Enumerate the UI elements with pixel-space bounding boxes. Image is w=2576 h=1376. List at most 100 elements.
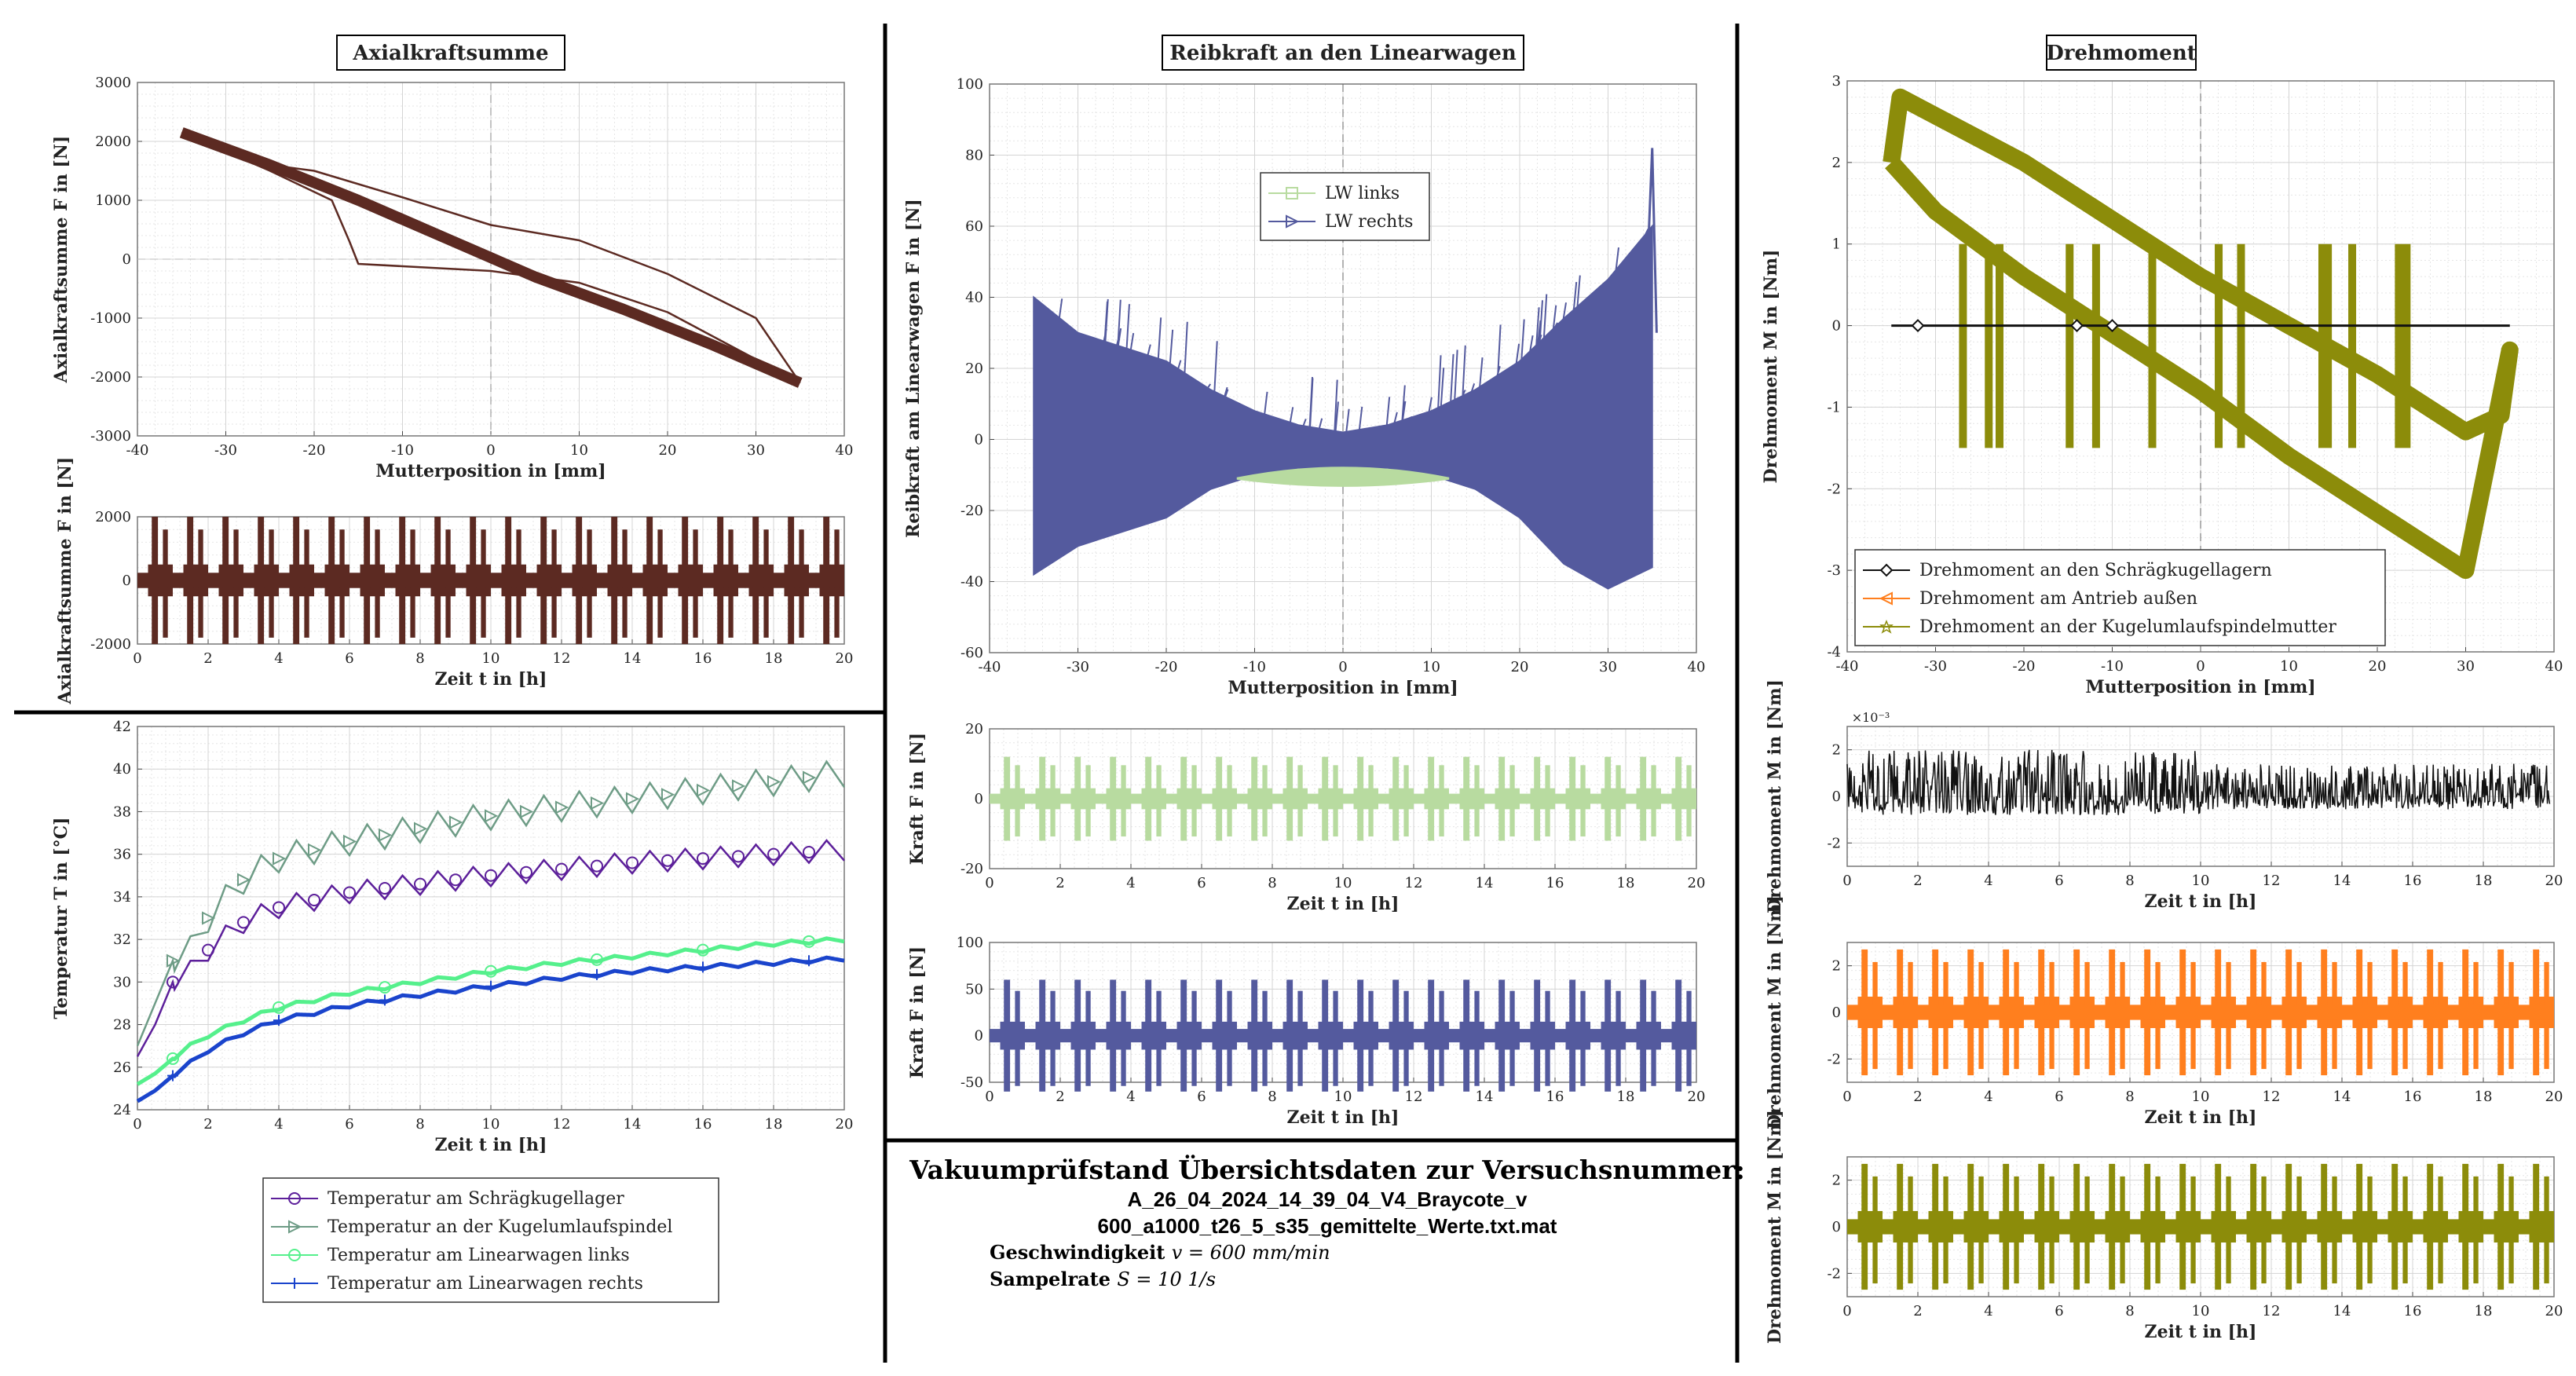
info-file-line-1: A_26_04_2024_14_39_04_V4_Braycote_v xyxy=(1127,1188,1528,1211)
y-tick-label: 38 xyxy=(113,803,131,820)
y-tick-label: 42 xyxy=(113,719,131,735)
y-tick-label: -20 xyxy=(961,503,983,519)
x-axis-label: Mutterposition in [mm] xyxy=(1228,678,1458,698)
y-tick-label: -40 xyxy=(961,574,983,591)
series-dreh_schraeg_time xyxy=(1846,749,2551,815)
marker xyxy=(308,893,320,906)
marker xyxy=(273,851,287,865)
x-tick-label: 12 xyxy=(2263,1303,2281,1319)
y-tick-label: -3 xyxy=(1827,562,1841,579)
legend-label: Drehmoment an den Schrägkugellagern xyxy=(1919,561,2272,580)
info-panel: Vakuumprüfstand Übersichtsdaten zur Vers… xyxy=(903,1155,1751,1293)
panel-title-text: Axialkraftsumme xyxy=(352,42,548,65)
y-tick-label: -60 xyxy=(961,645,983,661)
x-tick-label: -40 xyxy=(126,442,149,459)
x-tick-label: 6 xyxy=(1197,1089,1206,1105)
y-axis-label: Axialkraftsumme F in [N] xyxy=(55,457,75,705)
marker xyxy=(767,774,781,789)
x-tick-label: 14 xyxy=(2333,1089,2351,1105)
x-tick-label: -20 xyxy=(2013,658,2036,675)
x-tick-label: -20 xyxy=(303,442,326,459)
legend-label: Temperatur am Linearwagen links xyxy=(327,1246,630,1265)
marker xyxy=(626,856,639,869)
y-tick-label: 36 xyxy=(113,847,131,863)
x-tick-label: 4 xyxy=(1984,873,1992,889)
marker xyxy=(1879,591,1893,606)
x-tick-label: 8 xyxy=(415,650,424,667)
info-speed-value: v = 600 mm/min xyxy=(1171,1242,1330,1264)
x-tick-label: 0 xyxy=(1842,873,1851,889)
marker xyxy=(1879,619,1894,634)
y-tick-label: -4 xyxy=(1827,644,1841,661)
info-rate-label: Sampelrate xyxy=(990,1268,1111,1290)
marker xyxy=(661,788,675,802)
x-tick-label: 12 xyxy=(553,1116,571,1133)
x-tick-label: 2 xyxy=(1056,1089,1064,1105)
marker xyxy=(767,847,780,861)
marker xyxy=(697,961,708,973)
marker xyxy=(167,1070,178,1081)
x-tick-label: 14 xyxy=(2333,873,2351,889)
x-tick-label: 12 xyxy=(2263,1089,2281,1105)
x-tick-label: 4 xyxy=(1126,1089,1135,1105)
y-tick-label: 40 xyxy=(113,761,131,778)
marker xyxy=(273,1001,285,1014)
legend-label: Temperatur an der Kugelumlaufspindel xyxy=(327,1217,672,1237)
x-tick-label: 10 xyxy=(2192,873,2210,889)
y-tick-label: -3000 xyxy=(90,428,131,445)
y-tick-label: 0 xyxy=(123,251,131,268)
y-tick-label: 0 xyxy=(1832,1219,1841,1235)
x-tick-label: -30 xyxy=(1924,658,1947,675)
series-dreh_antrieb_time xyxy=(1847,949,2554,1076)
legend-label: Temperatur am Linearwagen rechts xyxy=(327,1274,643,1294)
marker xyxy=(555,862,568,876)
marker xyxy=(1879,563,1894,577)
panel-title-box xyxy=(1162,35,1524,71)
y-tick-label: 34 xyxy=(113,889,131,906)
marker xyxy=(485,809,499,823)
noise-line xyxy=(1846,749,2551,815)
marker xyxy=(343,834,357,849)
info-heading: Vakuumprüfstand Übersichtsdaten zur Vers… xyxy=(909,1155,1745,1185)
legend-box xyxy=(1260,172,1430,241)
y-tick-label: 20 xyxy=(965,721,983,737)
marker xyxy=(1286,187,1298,199)
x-tick-label: 10 xyxy=(1334,875,1352,891)
marker xyxy=(2070,319,2084,332)
x-tick-label: 0 xyxy=(985,1089,993,1105)
x-axis-label: Zeit t in [h] xyxy=(435,669,547,690)
y-tick-label: 0 xyxy=(975,791,983,807)
x-tick-label: 6 xyxy=(2055,1089,2063,1105)
legend: Drehmoment an den Schrägkugellagern Drehm… xyxy=(1854,549,2386,646)
y-tick-label: 2 xyxy=(1832,1173,1841,1189)
x-tick-label: 12 xyxy=(1405,875,1423,891)
x-tick-label: 18 xyxy=(2475,873,2493,889)
x-tick-label: 6 xyxy=(345,650,353,667)
marker xyxy=(732,850,745,863)
x-tick-label: 12 xyxy=(2263,873,2281,889)
x-tick-label: 8 xyxy=(1268,1089,1276,1105)
x-tick-label: 12 xyxy=(553,650,571,667)
x-tick-label: 4 xyxy=(1984,1089,1992,1105)
x-tick-label: 0 xyxy=(1842,1303,1851,1319)
x-tick-label: 40 xyxy=(1688,659,1706,675)
x-tick-label: 4 xyxy=(274,1116,283,1133)
x-tick-label: 16 xyxy=(2404,1303,2422,1319)
x-tick-label: 10 xyxy=(482,1116,500,1133)
marker xyxy=(449,873,462,887)
marker xyxy=(166,953,181,968)
x-axis-label: Mutterposition in [mm] xyxy=(375,461,606,481)
x-axis-label: Zeit t in [h] xyxy=(435,1135,547,1155)
y-axis-label: Drehmoment M in [Nm] xyxy=(1761,250,1781,484)
mutter-spikes xyxy=(1959,243,2411,448)
marker xyxy=(289,1278,300,1289)
y-axis-label: Temperatur T in [°C] xyxy=(51,817,71,1019)
temp-line xyxy=(136,759,846,1047)
y-tick-label: 0 xyxy=(1832,318,1841,335)
x-tick-label: 8 xyxy=(2125,873,2134,889)
temp-line xyxy=(136,839,845,1057)
x-tick-label: 20 xyxy=(836,650,854,667)
